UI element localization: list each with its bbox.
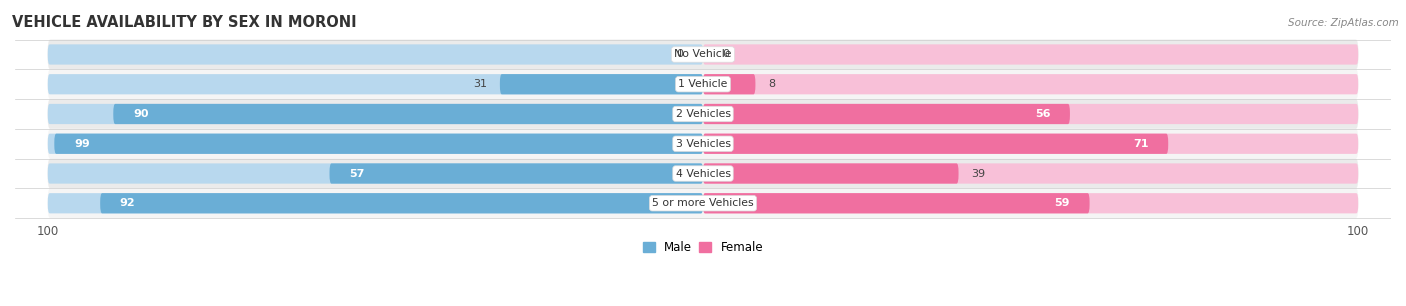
FancyBboxPatch shape xyxy=(703,104,1070,124)
Text: 56: 56 xyxy=(1035,109,1050,119)
FancyBboxPatch shape xyxy=(48,129,1358,159)
FancyBboxPatch shape xyxy=(48,193,703,213)
FancyBboxPatch shape xyxy=(48,188,1358,218)
Text: 1 Vehicle: 1 Vehicle xyxy=(678,79,728,89)
FancyBboxPatch shape xyxy=(48,134,703,154)
FancyBboxPatch shape xyxy=(703,193,1090,213)
Text: 31: 31 xyxy=(472,79,486,89)
Text: 90: 90 xyxy=(134,109,149,119)
Text: VEHICLE AVAILABILITY BY SEX IN MORONI: VEHICLE AVAILABILITY BY SEX IN MORONI xyxy=(13,15,357,30)
FancyBboxPatch shape xyxy=(703,134,1358,154)
FancyBboxPatch shape xyxy=(48,163,703,184)
FancyBboxPatch shape xyxy=(329,163,703,184)
FancyBboxPatch shape xyxy=(100,193,703,213)
FancyBboxPatch shape xyxy=(703,104,1358,124)
Text: 99: 99 xyxy=(75,139,90,149)
FancyBboxPatch shape xyxy=(48,39,1358,69)
FancyBboxPatch shape xyxy=(703,44,1358,65)
FancyBboxPatch shape xyxy=(703,74,755,94)
Legend: Male, Female: Male, Female xyxy=(638,237,768,259)
Text: 39: 39 xyxy=(972,169,986,178)
FancyBboxPatch shape xyxy=(48,44,703,65)
Text: 0: 0 xyxy=(723,50,730,59)
FancyBboxPatch shape xyxy=(55,134,703,154)
FancyBboxPatch shape xyxy=(48,104,703,124)
FancyBboxPatch shape xyxy=(501,74,703,94)
Text: 0: 0 xyxy=(676,50,683,59)
Text: 2 Vehicles: 2 Vehicles xyxy=(675,109,731,119)
Text: 5 or more Vehicles: 5 or more Vehicles xyxy=(652,198,754,208)
FancyBboxPatch shape xyxy=(703,163,1358,184)
Text: 4 Vehicles: 4 Vehicles xyxy=(675,169,731,178)
FancyBboxPatch shape xyxy=(703,163,959,184)
Text: Source: ZipAtlas.com: Source: ZipAtlas.com xyxy=(1288,18,1399,28)
Text: 8: 8 xyxy=(769,79,776,89)
FancyBboxPatch shape xyxy=(703,193,1358,213)
Text: 3 Vehicles: 3 Vehicles xyxy=(675,139,731,149)
FancyBboxPatch shape xyxy=(48,69,1358,99)
FancyBboxPatch shape xyxy=(703,134,1168,154)
Text: 59: 59 xyxy=(1054,198,1070,208)
Text: 57: 57 xyxy=(349,169,364,178)
Text: 92: 92 xyxy=(120,198,135,208)
FancyBboxPatch shape xyxy=(48,99,1358,129)
FancyBboxPatch shape xyxy=(114,104,703,124)
FancyBboxPatch shape xyxy=(48,159,1358,188)
Text: 71: 71 xyxy=(1133,139,1149,149)
FancyBboxPatch shape xyxy=(703,74,1358,94)
FancyBboxPatch shape xyxy=(48,74,703,94)
Text: No Vehicle: No Vehicle xyxy=(675,50,731,59)
